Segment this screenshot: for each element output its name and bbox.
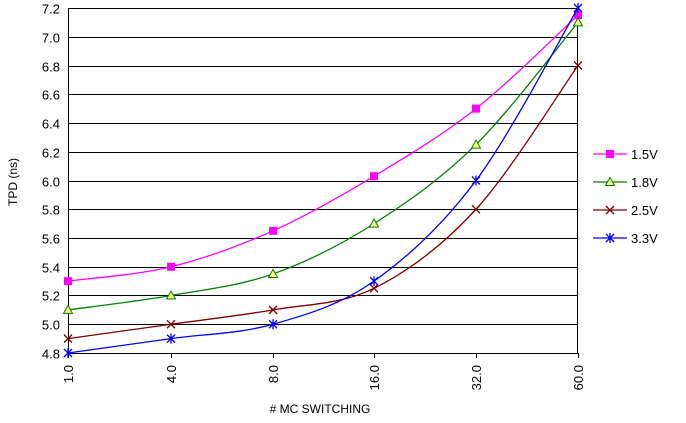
x-tick-label: 16.0 [367, 365, 382, 390]
data-point-3-3v [63, 348, 73, 358]
y-axis-title: TPD (ns) [6, 158, 20, 206]
x-tick-label: 32.0 [469, 365, 484, 390]
legend-item-1-8v: 1.8V [593, 175, 658, 190]
data-point-1-8v [62, 304, 74, 314]
data-point-2-5v [369, 283, 379, 293]
legend-label: 1.5V [631, 147, 658, 162]
x-axis-title: # MC SWITCHING [270, 402, 371, 416]
legend-marker [604, 176, 616, 186]
y-tick-label: 5.2 [42, 289, 60, 304]
series-group [62, 3, 584, 358]
series-1-8v [62, 16, 584, 314]
data-point-1-8v [368, 218, 380, 228]
series-3-3v [63, 3, 583, 358]
data-point-1-8v [165, 289, 177, 300]
series-1-5v [64, 11, 582, 286]
x-tick-label: 4.0 [164, 365, 179, 383]
data-point-2-5v [471, 204, 481, 214]
legend-item-1-5v: 1.5V [593, 147, 658, 162]
data-point-1-5v [472, 104, 480, 113]
data-point-3-3v [573, 3, 583, 13]
gridlines [68, 8, 578, 325]
data-point-3-3v [166, 333, 176, 344]
data-point-3-3v [471, 175, 481, 186]
data-point-1-5v [269, 226, 277, 235]
legend-marker [605, 205, 615, 215]
data-point-2-5v [63, 334, 73, 344]
y-tick-label: 6.0 [42, 175, 60, 190]
y-tick-label: 5.8 [42, 203, 60, 218]
x-tick-label: 1.0 [61, 365, 76, 383]
data-point-2-5v [268, 305, 278, 315]
legend-item-3-3v: 3.3V [593, 231, 658, 246]
data-point-1-5v [370, 172, 378, 181]
data-point-1-5v [64, 277, 72, 286]
legend-label: 2.5V [631, 203, 658, 218]
y-tick-label: 6.2 [42, 146, 60, 161]
legend-label: 1.8V [631, 175, 658, 190]
series-line-2-5v [67, 65, 579, 340]
data-point-1-5v [574, 11, 582, 20]
y-tick-label: 7.2 [42, 2, 60, 17]
axes [68, 8, 579, 358]
y-tick-label: 6.8 [42, 60, 60, 75]
x-tick-labels: 1.0 4.0 8.0 16.0 32.0 60.0 [61, 365, 586, 390]
legend-label: 3.3V [631, 231, 658, 246]
legend-marker [606, 150, 614, 158]
series-line-3-3v [67, 7, 579, 354]
legend: 1.5V 1.8V 2.5V 3.3V [593, 147, 658, 246]
y-tick-label: 5.6 [42, 232, 60, 247]
x-tick-label: 60.0 [571, 365, 586, 390]
y-tick-label: 6.4 [42, 117, 60, 132]
data-point-1-8v [572, 16, 584, 27]
y-tick-label: 5.4 [42, 261, 60, 276]
data-point-3-3v [268, 319, 278, 330]
y-tick-labels: 4.8 5.0 5.2 5.4 5.6 5.8 6.0 6.2 6.4 6.6 6.8 7.0 7.2 [42, 2, 60, 362]
data-point-2-5v [573, 61, 583, 70]
legend-item-2-5v: 2.5V [593, 203, 658, 218]
series-line-1-5v [67, 14, 579, 282]
y-tick-label: 4.8 [42, 347, 60, 362]
x-tick-label: 8.0 [266, 365, 281, 383]
y-tick-label: 7.0 [42, 31, 60, 46]
series-line-1-8v [67, 21, 579, 311]
data-point-1-8v [267, 268, 279, 278]
data-point-1-5v [167, 262, 175, 271]
data-point-3-3v [369, 276, 379, 287]
data-point-2-5v [166, 319, 176, 329]
legend-marker [605, 233, 615, 243]
data-point-1-8v [470, 139, 482, 149]
y-tick-label: 6.6 [42, 88, 60, 103]
y-tick-label: 5.0 [42, 318, 60, 333]
